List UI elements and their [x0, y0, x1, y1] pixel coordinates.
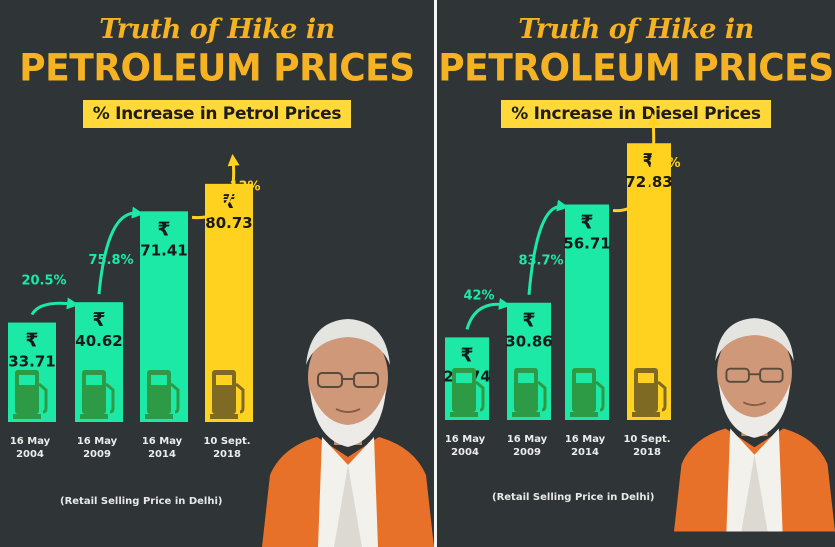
x-tick-label: 10 Sept. — [203, 436, 250, 447]
footnote: (Retail Selling Price in Delhi) — [60, 496, 223, 507]
fuel-pump-icon — [450, 368, 485, 417]
value-label-2: 56.71 — [563, 235, 610, 253]
change-label-1: 83.7% — [518, 254, 563, 269]
change-label-2: 13% — [229, 180, 260, 195]
value-label-2: 71.41 — [140, 241, 187, 259]
fuel-pump-icon — [145, 370, 180, 419]
currency-icon: ₹ — [25, 330, 38, 352]
fuel-pump-icon — [13, 370, 48, 419]
fuel-pump-icon — [570, 368, 605, 417]
subtitle-badge: % Increase in Petrol Prices — [82, 100, 352, 128]
footnote: (Retail Selling Price in Delhi) — [492, 492, 655, 503]
value-label-3: 80.73 — [205, 214, 252, 232]
x-tick-label: 16 May — [77, 436, 118, 447]
currency-icon: ₹ — [522, 310, 535, 332]
x-tick-label: 2004 — [16, 449, 44, 460]
currency-icon: ₹ — [92, 309, 105, 331]
petrol-bar-chart: ₹33.71 16 May 2004 ₹40.62 16 May 2009 ₹71.41 16… — [8, 153, 261, 460]
x-tick-label: 2014 — [148, 449, 176, 460]
value-label-0: 33.71 — [8, 353, 55, 371]
change-arrow-2 — [612, 113, 660, 213]
diesel-panel: Truth of Hike in PETROLEUM PRICES % Incr… — [437, 0, 835, 547]
change-label-0: 42% — [463, 288, 494, 303]
petrol-panel: Truth of Hike in PETROLEUM PRICES % Incr… — [0, 0, 434, 547]
title-line-1: Truth of Hike in — [518, 14, 754, 45]
currency-icon: ₹ — [157, 218, 170, 240]
x-tick-label: 2009 — [513, 447, 541, 458]
x-tick-label: 2004 — [451, 447, 479, 458]
x-tick-label: 16 May — [507, 434, 548, 445]
title-line-2: PETROLEUM PRICES — [438, 46, 834, 91]
change-arrow-1 — [97, 206, 144, 295]
change-label-2: 28% — [649, 156, 680, 171]
currency-icon: ₹ — [580, 212, 593, 234]
x-tick-label: 2018 — [213, 449, 241, 460]
change-arrow-2 — [191, 153, 240, 219]
fuel-pump-icon — [80, 370, 115, 419]
subtitle-badge: % Increase in Diesel Prices — [501, 100, 771, 128]
fuel-pump-icon — [210, 370, 245, 419]
x-tick-label: 2014 — [571, 447, 599, 458]
x-tick-label: 16 May — [10, 436, 51, 447]
change-arrow-0 — [465, 297, 511, 330]
change-label-1: 75.8% — [88, 253, 133, 268]
x-tick-label: 2009 — [83, 449, 111, 460]
fuel-pump-icon — [512, 368, 547, 417]
portrait-illustration — [262, 319, 434, 547]
change-arrow-1 — [527, 199, 569, 295]
value-label-1: 30.86 — [505, 333, 552, 351]
x-tick-label: 16 May — [142, 436, 183, 447]
value-label-1: 40.62 — [75, 332, 122, 350]
change-arrow-0 — [30, 297, 79, 316]
change-label-0: 20.5% — [21, 274, 66, 289]
title-line-1: Truth of Hike in — [99, 14, 335, 45]
title-line-2: PETROLEUM PRICES — [19, 46, 415, 91]
x-tick-label: 16 May — [565, 434, 606, 445]
x-tick-label: 10 Sept. — [623, 434, 670, 445]
fuel-pump-icon — [632, 368, 667, 417]
x-tick-label: 16 May — [445, 434, 486, 445]
currency-icon: ₹ — [460, 344, 473, 366]
panel-divider — [434, 0, 437, 547]
portrait-illustration — [674, 318, 835, 532]
x-tick-label: 2018 — [633, 447, 661, 458]
